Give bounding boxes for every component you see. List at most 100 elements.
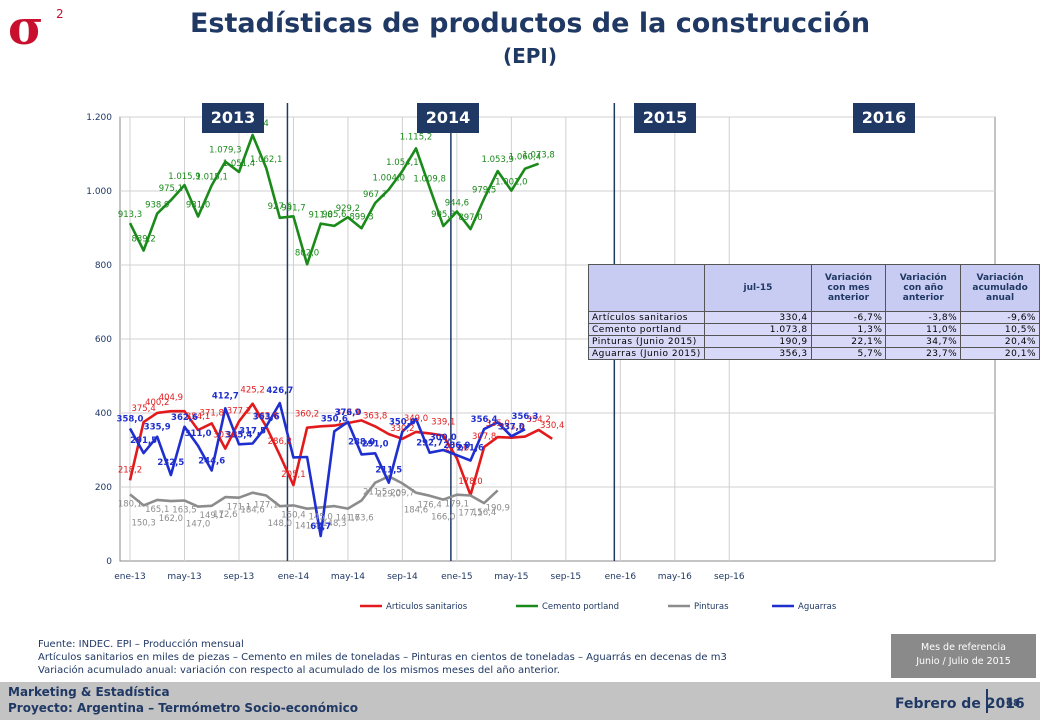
table-cell-label: Cemento portland [587, 323, 706, 336]
data-label: 307,8 [472, 432, 496, 442]
table-cell-label: Artículos sanitarios [587, 311, 706, 324]
data-label: 938,9 [145, 201, 169, 211]
reference-label: Mes de referencia [921, 642, 1006, 653]
data-label: 337,0 [498, 422, 525, 432]
data-label: 288,0 [348, 437, 375, 447]
data-label: 141,7 [336, 514, 360, 524]
data-label: 177,1 [254, 500, 278, 510]
data-label: 371,8 [200, 408, 224, 418]
data-label: 979,5 [472, 186, 496, 196]
series-line [128, 133, 540, 266]
data-label: 218,2 [118, 465, 142, 475]
data-label: 905,3 [431, 210, 455, 220]
y-tick-label: 400 [95, 409, 112, 419]
legend-label: Articulos sanitarios [386, 602, 468, 612]
year-badge-2014: 2014 [417, 103, 479, 133]
y-tick-label: 200 [95, 483, 112, 493]
data-label: 300,0 [430, 433, 457, 443]
data-label: 150,3 [131, 518, 155, 528]
table-row: Cemento portland 1.073,8 1,3% 11,0% 10,5… [587, 323, 1040, 336]
data-label: 156,4 [472, 508, 496, 518]
data-label: 412,7 [212, 391, 239, 401]
table-cell: 34,7% [885, 335, 962, 348]
data-label: 1.009,8 [413, 174, 445, 184]
table-cell: -6,7% [810, 311, 887, 324]
data-label: 179,1 [445, 500, 469, 510]
y-tick-label: 800 [95, 261, 112, 271]
data-label: 141,4 [295, 522, 319, 532]
table-cell: 1,3% [810, 323, 887, 336]
y-tick-label: 600 [95, 335, 112, 345]
data-label: 150,4 [281, 510, 305, 520]
data-label: 176,4 [417, 501, 441, 511]
data-label: 148,0 [268, 519, 292, 529]
data-label: 177,1 [458, 508, 482, 518]
data-label: 330,4 [540, 421, 564, 431]
data-label: 292,7 [416, 439, 443, 449]
data-label: 802,0 [295, 248, 319, 258]
data-label: 1.060,4 [509, 153, 541, 163]
data-label: 1.001,0 [495, 178, 527, 188]
source-note: Fuente: INDEC. EPI – Producción mensual [38, 639, 244, 650]
data-label: 244,6 [198, 456, 225, 466]
table-cell-label: Pinturas (Junio 2015) [587, 335, 706, 348]
data-label: 303,8 [213, 431, 237, 441]
data-label: 209,7 [390, 488, 414, 498]
data-label: 358,0 [117, 415, 144, 425]
data-label: 1.115,2 [400, 132, 432, 142]
data-label: 211,5 [363, 488, 387, 498]
data-label: 291,0 [362, 439, 389, 449]
table-row: Aguarras (Junio 2015) 356,3 5,7% 23,7% 2… [587, 347, 1040, 360]
table-cell: 330,4 [704, 311, 812, 324]
page-number: 68 [1006, 698, 1020, 709]
x-tick-label: may-13 [167, 572, 201, 582]
data-label: 905,6 [322, 210, 346, 220]
data-label: 354,1 [186, 412, 210, 422]
data-label: 1.073,8 [522, 151, 554, 161]
year-badge-2015: 2015 [634, 103, 696, 133]
data-label: 205,1 [281, 470, 305, 480]
x-tick-label: ene-14 [278, 572, 310, 582]
table-cell: 22,1% [810, 335, 887, 348]
data-label: 149,1 [200, 511, 224, 521]
data-label: 311,0 [185, 429, 212, 439]
legend-label: Pinturas [694, 602, 729, 612]
data-label: 339,1 [431, 418, 455, 428]
table-header-row: jul-15 Variación con mes anterior Variac… [587, 264, 1040, 312]
x-tick-label: ene-16 [605, 572, 637, 582]
table-row: Pinturas (Junio 2015) 190,9 22,1% 34,7% … [587, 335, 1040, 348]
legend-label: Cemento portland [542, 602, 619, 612]
data-label: 363,6 [253, 412, 280, 422]
page-subtitle: (EPI) [502, 44, 558, 68]
data-label: 1.015,1 [195, 172, 227, 182]
data-label: 211,5 [375, 466, 402, 476]
year-badge-2016: 2016 [853, 103, 915, 133]
data-label: 897,0 [458, 213, 482, 223]
data-label: 163,6 [349, 513, 373, 523]
data-label: 286,2 [268, 437, 292, 447]
table-cell: -9,6% [960, 311, 1040, 324]
year-badge-2013: 2013 [202, 103, 264, 133]
bottom-bar [0, 682, 1040, 720]
y-tick-label: 1.200 [86, 113, 112, 123]
data-label: 1.054,1 [386, 158, 418, 168]
data-label: 899,3 [349, 212, 373, 222]
data-label: 335,9 [144, 423, 171, 433]
data-label: 967,7 [363, 190, 387, 200]
data-label: 363,8 [363, 411, 387, 421]
variation-note: Variación acumulado anual: variación con… [38, 665, 560, 676]
data-label: 354,2 [526, 415, 550, 425]
x-tick-label: may-16 [658, 572, 692, 582]
table-cell-label: Aguarras (Junio 2015) [587, 347, 706, 360]
data-label: 291,5 [130, 436, 157, 446]
data-label: 162,0 [159, 514, 183, 524]
data-label: 1.062,1 [250, 155, 282, 165]
data-label: 163,5 [172, 506, 196, 516]
reference-value: Junio / Julio de 2015 [916, 656, 1011, 667]
logo-sigma: σ [8, 2, 43, 52]
logo-superscript: 2 [56, 7, 64, 21]
data-label: 377,2 [227, 406, 251, 416]
data-label: 232,5 [157, 458, 184, 468]
x-tick-label: sep-13 [224, 572, 255, 582]
x-tick-label: sep-15 [551, 572, 582, 582]
